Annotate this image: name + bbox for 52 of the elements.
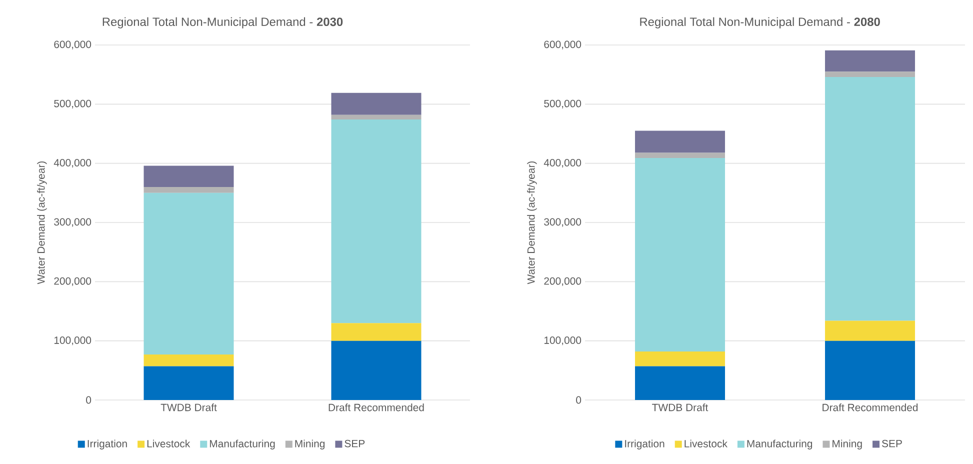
- y-tick-label: 600,000: [544, 40, 582, 50]
- bar: [825, 50, 916, 72]
- chart-title: Regional Total Non-Municipal Demand - 2080: [640, 17, 880, 28]
- bar: [825, 320, 916, 341]
- y-tick-label: 0: [576, 396, 582, 404]
- bar: [331, 323, 422, 341]
- bar: [144, 166, 234, 188]
- bar: [331, 92, 422, 115]
- y-tick-label: 300,000: [54, 218, 92, 227]
- y-tick-label: 400,000: [54, 159, 92, 168]
- chart-title: Regional Total Non-Municipal Demand - 2030: [102, 17, 343, 28]
- y-axis-title: Water Demand (ac-ft/year): [37, 161, 47, 284]
- bar: [825, 340, 916, 400]
- legend-label: SEP: [882, 440, 902, 448]
- bar: [635, 366, 726, 400]
- legend-label: Mining: [295, 440, 325, 450]
- legend-label: Manufacturing: [747, 440, 812, 450]
- x-tick-label: Draft Recommended: [822, 404, 918, 412]
- y-tick-label: 0: [86, 396, 92, 404]
- bar: [144, 187, 234, 193]
- y-tick-label: 500,000: [54, 100, 92, 108]
- bar: [331, 114, 422, 120]
- bar: [635, 130, 726, 153]
- bar: [635, 152, 726, 158]
- y-tick-label: 300,000: [544, 218, 582, 227]
- x-tick-label: TWDB Draft: [160, 404, 217, 412]
- legend-label: Livestock: [684, 440, 728, 448]
- y-tick-label: 400,000: [544, 159, 582, 168]
- legend-label: SEP: [344, 440, 365, 448]
- y-axis-title: Water Demand (ac-ft/year): [527, 161, 537, 284]
- legend-label: Mining: [832, 440, 862, 450]
- y-tick-label: 600,000: [54, 40, 92, 50]
- legend-label: Manufacturing: [210, 440, 275, 450]
- y-tick-label: 500,000: [544, 100, 582, 108]
- bar: [144, 366, 234, 400]
- bar: [144, 192, 234, 354]
- y-tick-label: 200,000: [544, 277, 582, 286]
- bar: [331, 120, 422, 324]
- legend-label: Irrigation: [88, 440, 127, 450]
- legend-label: Irrigation: [625, 440, 664, 450]
- bar: [825, 72, 916, 77]
- x-tick-label: Draft Recommended: [328, 404, 424, 412]
- y-tick-label: 200,000: [54, 277, 92, 286]
- y-tick-label: 100,000: [54, 336, 92, 346]
- bar: [331, 340, 422, 400]
- legend-label: Livestock: [147, 440, 190, 448]
- x-tick-label: TWDB Draft: [652, 404, 708, 412]
- bar: [144, 354, 234, 366]
- bar: [635, 351, 726, 366]
- y-tick-label: 100,000: [544, 336, 582, 346]
- bar: [825, 76, 916, 321]
- bar: [635, 158, 726, 352]
